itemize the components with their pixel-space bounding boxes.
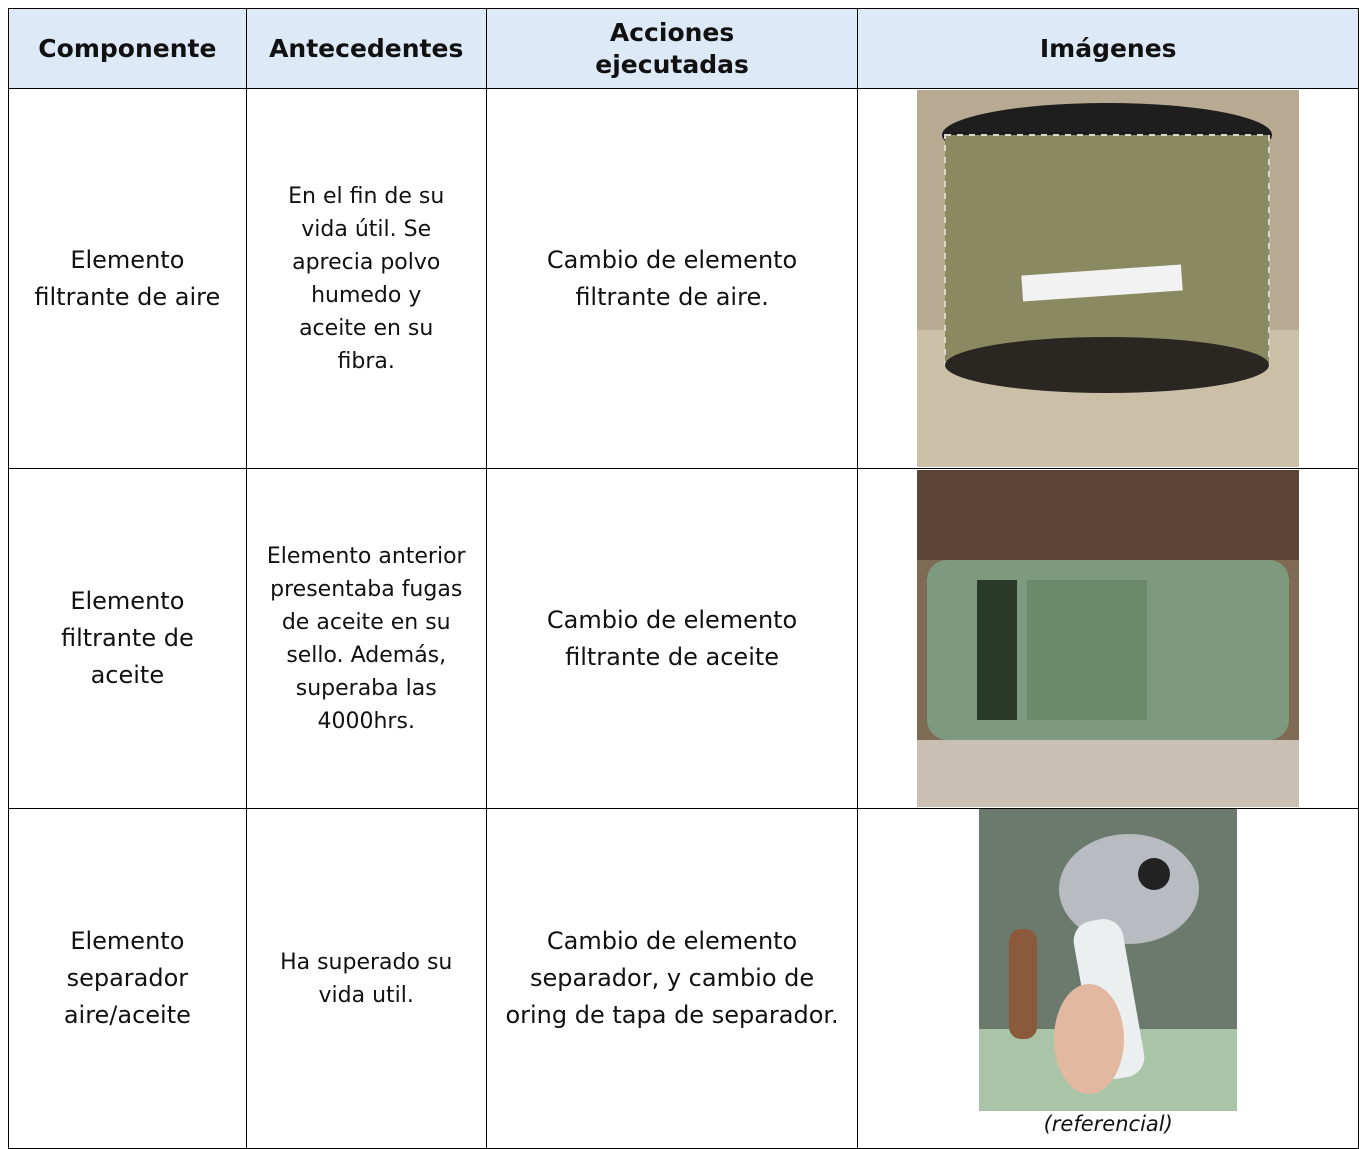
row: Elemento separador aire/aceite Ha supera… bbox=[8, 808, 1359, 1149]
image-cell bbox=[857, 88, 1359, 469]
header-row: Componente Antecedentes Acciones ejecuta… bbox=[8, 8, 1359, 89]
image-caption: (referencial) bbox=[1043, 1112, 1173, 1136]
oil-filter-photo bbox=[917, 470, 1300, 807]
row: Elemento filtrante de aceite Elemento an… bbox=[8, 468, 1359, 809]
header-cell: Componente bbox=[8, 8, 247, 89]
image-cell bbox=[857, 468, 1359, 809]
header-cell: Imágenes bbox=[857, 8, 1359, 89]
cell: Cambio de elemento separador, y cambio d… bbox=[485, 808, 859, 1149]
separator-photo bbox=[979, 809, 1238, 1111]
cell: Elemento separador aire/aceite bbox=[8, 808, 247, 1149]
header-cell: Antecedentes bbox=[245, 8, 487, 89]
cell: Cambio de elemento filtrante de aire. bbox=[485, 88, 859, 469]
maintenance-table: Componente Antecedentes Acciones ejecuta… bbox=[8, 8, 1359, 1149]
row: Elemento filtrante de aire En el fin de … bbox=[8, 88, 1359, 469]
cell: En el fin de su vida útil. Se aprecia po… bbox=[245, 88, 487, 469]
cell: Elemento anterior presentaba fugas de ac… bbox=[245, 468, 487, 809]
cell: Elemento filtrante de aceite bbox=[8, 468, 247, 809]
image-cell: (referencial) bbox=[857, 808, 1359, 1149]
cell: Elemento filtrante de aire bbox=[8, 88, 247, 469]
cell: Cambio de elemento filtrante de aceite bbox=[485, 468, 859, 809]
header-cell: Acciones ejecutadas bbox=[485, 8, 859, 89]
air-filter-photo bbox=[917, 90, 1300, 467]
cell: Ha superado su vida util. bbox=[245, 808, 487, 1149]
